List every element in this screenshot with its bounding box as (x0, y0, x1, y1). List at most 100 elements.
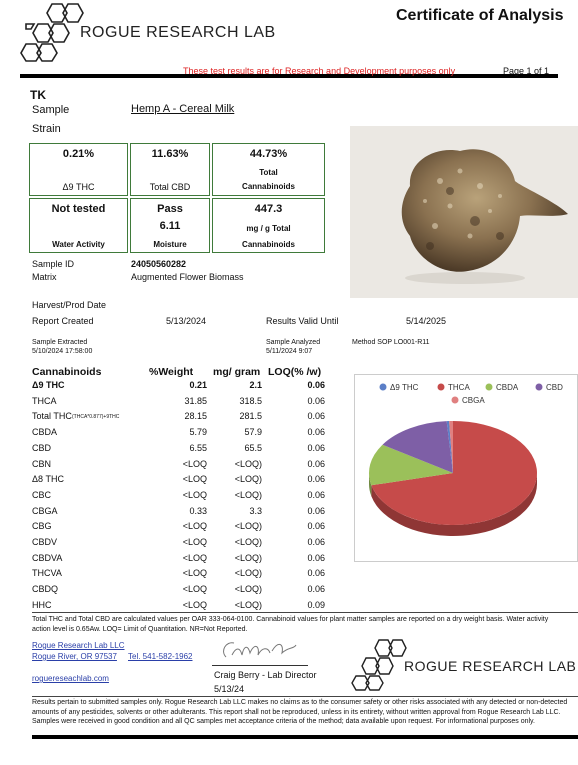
mg-value: 65.5 (244, 442, 262, 453)
pie-chart: Δ9 THC THCA CBDA CBD CBGA (369, 383, 563, 537)
bottom-rule (32, 735, 578, 739)
table-row: HHC <LOQ <LOQ) 0.09 (32, 600, 332, 616)
analyzed-label: Sample Analyzed (266, 339, 321, 346)
cannabinoid-name: Total THC (32, 411, 72, 422)
mg-value: 2.1 (249, 380, 262, 390)
loq-value: 0.06 (307, 537, 325, 547)
lab-website-link[interactable]: roguereseachlab.com (32, 674, 109, 683)
lab-name: ROGUE RESEARCH LAB (80, 24, 276, 41)
matrix-label: Matrix (32, 272, 57, 282)
loq-value: 0.06 (307, 505, 325, 516)
total-cannabinoids-label-1: Total (259, 168, 278, 177)
cannabinoid-name: CBC (32, 489, 52, 500)
cannabinoid-name: CBDV (32, 537, 58, 547)
mg-value: <LOQ) (234, 521, 262, 532)
report-created-value: 5/13/2024 (166, 316, 207, 326)
moisture-value: 6.11 (159, 220, 181, 232)
sample-id-label: Sample ID (32, 259, 75, 269)
loq-value: 0.06 (307, 427, 325, 438)
mg-per-g-label-2: Cannabinoids (242, 240, 295, 249)
weight-value: <LOQ (182, 568, 207, 579)
weight-value: 5.79 (189, 427, 207, 438)
mg-value: 318.5 (239, 395, 262, 406)
cannabinoid-name: CBDVA (32, 552, 63, 563)
cannabinoid-name: Δ8 THC (32, 474, 65, 485)
hemp-bud-image (350, 126, 578, 298)
lab-logo-hexagons (20, 3, 84, 62)
method-value: Method SOP LO001-R11 (352, 339, 430, 346)
moisture-label: Moisture (153, 240, 187, 249)
cannabinoid-name: CBG (32, 521, 52, 532)
header-loq: LOQ(% /w) (268, 366, 322, 378)
pie-slice (449, 421, 453, 473)
weight-value: 6.55 (189, 442, 207, 453)
extracted-value: 5/10/2024 17:58:00 (32, 348, 93, 355)
legend-label: THCA (448, 383, 470, 392)
cannabinoid-name: CBGA (32, 505, 58, 516)
sample-id-value: 24050560282 (131, 259, 187, 269)
header-cannabinoids: Cannabinoids (32, 366, 102, 378)
table-row: CBDQ <LOQ <LOQ) 0.06 (32, 584, 332, 600)
table-row: CBDVA <LOQ <LOQ) 0.06 (32, 553, 332, 569)
loq-value: 0.06 (307, 568, 325, 579)
weight-value: <LOQ (182, 584, 207, 595)
legend-marker (485, 383, 493, 391)
legend-marker (379, 383, 387, 391)
lab-phone: Tel. 541-582-1962 (128, 652, 193, 661)
document-title: Certificate of Analysis (396, 7, 564, 24)
mg-per-g-label-1: mg / g Total (246, 224, 291, 233)
pie-slice-side (369, 473, 372, 497)
signature-line (212, 665, 308, 666)
signature-date: 5/13/24 (214, 684, 245, 694)
lab-address-link[interactable]: Rogue River, OR 97537 (32, 652, 117, 661)
footnote: Total THC and Total CBD are calculated v… (32, 616, 549, 633)
weight-value: 28.15 (184, 411, 207, 422)
loq-value: 0.06 (307, 380, 325, 390)
weight-value: 31.85 (184, 395, 207, 406)
loq-value: 0.06 (307, 458, 325, 469)
mg-value: <LOQ) (234, 489, 262, 500)
mg-value: 57.9 (244, 427, 262, 438)
table-row: CBD 6.55 65.5 0.06 (32, 443, 332, 459)
header-weight: %Weight (149, 366, 194, 378)
d9thc-label: Δ9 THC (62, 182, 95, 192)
cannabinoid-note: (THCA*0.877)+9THC (72, 414, 120, 421)
pie-slice-side (371, 473, 537, 537)
d9thc-value: 0.21% (62, 148, 95, 160)
loq-value: 0.06 (307, 489, 325, 500)
matrix-value: Augmented Flower Biomass (131, 272, 244, 282)
header-mg: mg/ gram (213, 366, 261, 378)
lab-company-link[interactable]: Rogue Research Lab LLC (32, 641, 125, 650)
weight-value: <LOQ (182, 599, 207, 610)
mg-value: <LOQ) (234, 458, 262, 469)
mg-per-g-value: 447.3 (254, 203, 283, 215)
weight-value: <LOQ (182, 474, 207, 485)
total-cbd-label: Total CBD (149, 182, 191, 192)
legend-label: CBD (546, 383, 563, 392)
table-row: THCA 31.85 318.5 0.06 (32, 396, 332, 412)
weight-value: <LOQ (182, 489, 207, 500)
water-activity-value: Not tested (51, 203, 106, 215)
table-row: CBG <LOQ <LOQ) 0.06 (32, 521, 332, 537)
total-cbd-value: 11.63% (151, 148, 189, 160)
results-valid-value: 5/14/2025 (406, 316, 447, 326)
research-disclaimer: These test results are for Research and … (183, 66, 456, 76)
cannabinoid-name: CBDQ (32, 584, 59, 595)
loq-value: 0.06 (307, 584, 325, 595)
legend-marker (437, 383, 445, 391)
client-name: TK (30, 88, 46, 102)
summary-box-total-cannabinoids: 44.73% Total Cannabinoids (212, 143, 325, 196)
summary-box-total-cbd: 11.63% Total CBD (130, 143, 210, 196)
pie-slice (446, 421, 453, 473)
loq-value: 0.06 (307, 411, 325, 422)
summary-box-moisture: Pass 6.11 Moisture (130, 198, 210, 253)
cannabinoid-name: HHC (32, 599, 52, 610)
table-row: Δ9 THC 0.21 2.1 0.06 (32, 380, 332, 396)
top-rule (20, 74, 558, 78)
report-created-label: Report Created (32, 316, 94, 326)
loq-value: 0.06 (307, 395, 325, 406)
pie-slice (371, 421, 537, 525)
loq-value: 0.06 (307, 474, 325, 485)
weight-value: <LOQ (182, 521, 207, 532)
signature-image (223, 642, 297, 658)
